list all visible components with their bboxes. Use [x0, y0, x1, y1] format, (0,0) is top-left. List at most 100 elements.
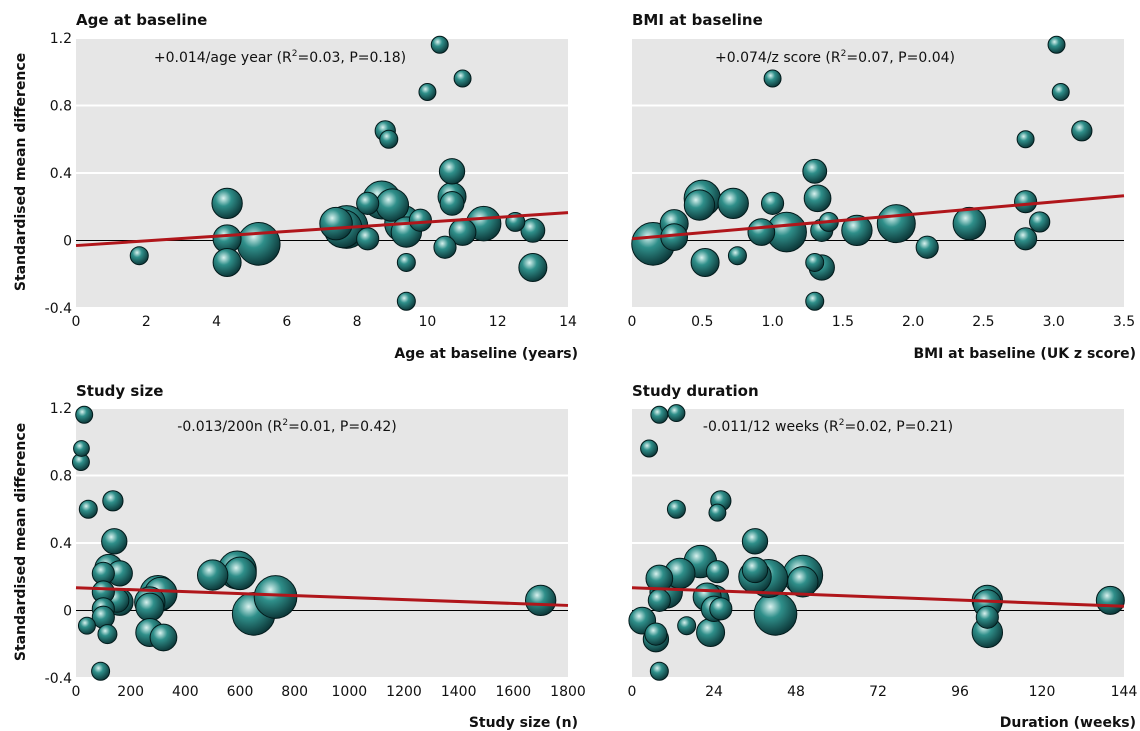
data-point-bmi-5 [690, 247, 720, 277]
data-point-bmi-22 [952, 206, 987, 241]
data-point-duration-23 [644, 622, 668, 646]
data-point-size-23 [196, 559, 229, 591]
data-point-bmi-20 [876, 204, 916, 244]
y-tick-label: 1.2 [50, 401, 72, 417]
panel-size-grid [76, 407, 568, 679]
data-point-age-22 [438, 158, 466, 185]
data-point-bmi-10 [761, 191, 785, 215]
panel-bmi-x-ticks: 0 0.5 1.0 1.5 2.0 2.5 3.0 3.5 [628, 314, 1136, 330]
data-point-age-21 [433, 235, 457, 259]
y-tick-label: 0 [63, 234, 72, 250]
panel-age-x-axis-label: Age at baseline (years) [394, 346, 578, 362]
data-point-age-12 [379, 129, 399, 149]
x-tick-label: 96 [951, 684, 969, 700]
data-point-duration-14 [787, 566, 819, 598]
data-point-size-15 [77, 616, 96, 635]
data-point-bmi-7 [727, 246, 747, 266]
y-tick-label: 0.8 [50, 99, 72, 115]
data-point-age-18 [408, 208, 432, 232]
panel-size-y-ticks: -0.4 0 0.4 0.8 1.2 [45, 401, 72, 687]
y-tick-label: -0.4 [45, 671, 72, 687]
data-point-duration-31 [975, 605, 999, 629]
data-point-duration-27 [753, 592, 798, 636]
panel-duration-grid [632, 407, 1124, 679]
panel-duration-x-axis-label: Duration (weeks) [1000, 715, 1136, 731]
panel-duration-title: Study duration [632, 382, 759, 400]
data-point-duration-33 [1095, 585, 1125, 615]
panel-size-annotation: -0.013/200n (R2=0.01, P=0.42) [177, 418, 396, 435]
data-point-age-20 [430, 35, 449, 54]
data-point-duration-0 [650, 405, 669, 424]
data-point-age-0 [129, 246, 149, 266]
data-point-age-8 [356, 227, 380, 251]
x-tick-label: 1600 [496, 684, 532, 700]
panel-age-title: Age at baseline [76, 11, 207, 29]
panel-bmi-grid [632, 37, 1124, 309]
panel-age-grid [76, 37, 568, 309]
data-point-bmi-6 [717, 187, 749, 220]
panel-size-x-ticks: 0 200 400 600 800 1000 1200 1400 1600 1800 [72, 684, 586, 700]
data-point-duration-9 [705, 560, 729, 584]
x-tick-label: 400 [172, 684, 199, 700]
data-point-age-16 [396, 252, 416, 272]
data-point-bmi-21 [915, 235, 939, 259]
x-tick-label: 200 [117, 684, 144, 700]
x-tick-label: 12 [489, 314, 507, 330]
panel-duration-regression-line [631, 586, 1125, 608]
y-tick-label: 0.4 [50, 536, 72, 552]
x-tick-label: 1.5 [832, 314, 854, 330]
data-point-bmi-19 [841, 214, 873, 247]
x-tick-label: 1800 [550, 684, 586, 700]
data-point-size-14 [97, 624, 118, 645]
data-point-duration-5 [708, 503, 727, 522]
data-point-duration-28 [649, 661, 669, 681]
data-point-duration-26 [696, 617, 726, 647]
data-point-bmi-26 [1029, 211, 1051, 233]
data-point-age-4 [236, 222, 281, 266]
panel-duration-annotation: -0.011/12 weeks (R2=0.02, P=0.21) [703, 418, 953, 435]
panel-size-x-axis-label: Study size (n) [469, 715, 578, 731]
data-point-size-27 [253, 575, 298, 619]
x-tick-label: 0.5 [691, 314, 713, 330]
data-point-age-17 [396, 291, 416, 311]
panel-size: Study size -0.400.40.81.2 0 200 400 600 800 1… [45, 382, 586, 731]
panel-bmi: BMI at baseline 0 0.5 1.0 1.5 2.0 2.5 3.0 3.5 +… [628, 11, 1136, 362]
data-point-bmi-28 [1051, 83, 1070, 101]
x-tick-label: 1200 [386, 684, 422, 700]
data-point-age-5 [319, 206, 353, 241]
x-tick-label: 2.0 [902, 314, 924, 330]
panel-age-annotation: +0.014/age year (R2=0.03, P=0.18) [154, 49, 406, 66]
data-point-age-30 [518, 253, 548, 282]
x-tick-label: 4 [212, 314, 221, 330]
x-tick-label: 14 [559, 314, 577, 330]
panel-size-regression-line [75, 586, 569, 607]
x-tick-label: 3.5 [1113, 314, 1135, 330]
data-point-duration-10 [741, 556, 769, 584]
y-tick-label: -0.4 [45, 301, 72, 317]
data-point-duration-2 [640, 439, 659, 458]
x-tick-label: 1000 [332, 684, 368, 700]
data-point-bmi-27 [1047, 35, 1066, 54]
x-tick-label: 0 [628, 684, 637, 700]
data-point-size-22 [149, 623, 178, 652]
x-tick-label: 1400 [441, 684, 477, 700]
data-point-size-0 [75, 405, 94, 424]
data-point-bmi-12 [802, 158, 828, 184]
x-tick-label: 72 [869, 684, 887, 700]
data-point-size-25 [223, 556, 257, 591]
x-tick-label: 120 [1029, 684, 1056, 700]
data-point-age-13 [375, 188, 410, 222]
data-point-age-9 [356, 191, 380, 215]
x-tick-label: 0 [628, 314, 637, 330]
data-point-size-5 [101, 528, 128, 555]
panel-duration-x-ticks: 0 24 48 72 96 120 144 [628, 684, 1138, 700]
data-point-age-25 [453, 69, 472, 88]
y-axis-label-top: Standardised mean difference [13, 53, 29, 291]
panel-bmi-annotation: +0.074/z score (R2=0.07, P=0.04) [715, 49, 955, 66]
x-tick-label: 2.5 [972, 314, 994, 330]
data-point-bmi-24 [1014, 190, 1038, 214]
x-tick-label: 0 [72, 684, 81, 700]
data-point-bmi-9 [763, 69, 782, 88]
data-point-size-16 [91, 661, 111, 681]
